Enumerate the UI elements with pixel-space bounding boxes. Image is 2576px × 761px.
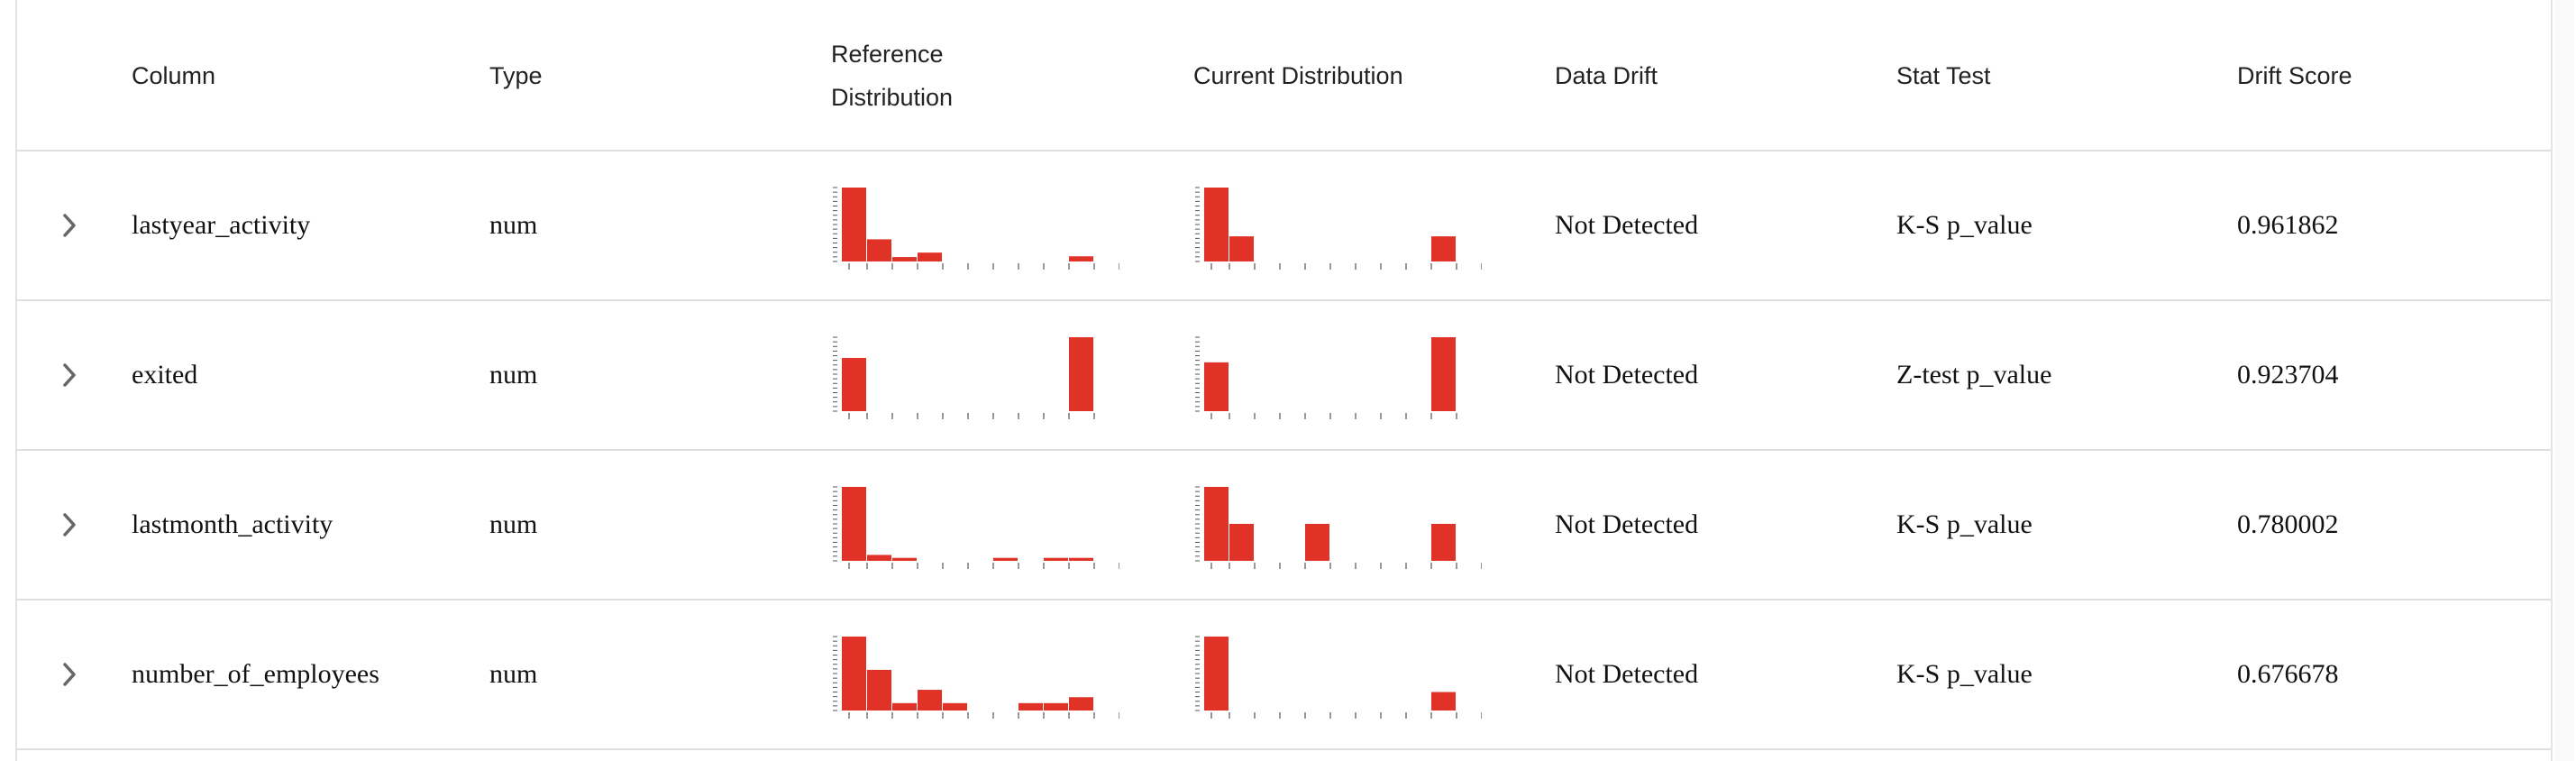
histogram-bar (943, 702, 967, 711)
histogram-bar (918, 690, 942, 711)
column-name: lastmonth_activity (132, 509, 333, 539)
drift-score-value: 0.923704 (2237, 360, 2339, 390)
current-distribution-histogram (1195, 486, 1482, 569)
histogram-bar (1204, 637, 1229, 711)
current-distribution-histogram (1195, 187, 1482, 270)
histogram-bar (1069, 557, 1093, 561)
header-stat-test[interactable]: Stat Test (1896, 62, 1991, 89)
table-row[interactable]: number_of_employees num Not Detected K-S… (17, 601, 2551, 750)
histogram-bar (842, 487, 866, 561)
current-distribution-histogram (1195, 336, 1457, 419)
histogram-bar (1204, 188, 1229, 261)
reference-distribution-histogram (833, 336, 1095, 419)
histogram-bar (993, 557, 1018, 561)
histogram-bar (1069, 337, 1093, 411)
histogram-bar (1019, 702, 1043, 711)
histogram-bar (1044, 702, 1068, 711)
header-reference-line2[interactable]: Distribution (831, 84, 954, 111)
chevron-right-icon[interactable] (48, 353, 91, 397)
column-type: num (489, 210, 538, 240)
histogram-bar (892, 257, 917, 261)
reference-distribution-histogram (833, 486, 1119, 569)
table-row[interactable]: exited num Not Detected Z-test p_value 0… (17, 301, 2551, 451)
column-type: num (489, 360, 538, 390)
histogram-bar (867, 555, 891, 561)
histogram-bar (918, 252, 942, 261)
reference-distribution-histogram (833, 187, 1119, 270)
header-current-distribution[interactable]: Current Distribution (1193, 62, 1403, 89)
histogram-bar (1229, 236, 1254, 261)
histogram-bar (1069, 697, 1093, 711)
histogram-bar (1431, 236, 1456, 261)
header-column[interactable]: Column (132, 62, 216, 89)
column-name: exited (132, 360, 198, 390)
reference-distribution-histogram (833, 636, 1119, 719)
column-type: num (489, 659, 538, 689)
histogram-bar (1069, 256, 1093, 261)
drift-score-value: 0.961862 (2237, 210, 2339, 240)
drift-score-value: 0.780002 (2237, 509, 2339, 539)
histogram-bar (1229, 524, 1254, 561)
stat-test-value: K-S p_value (1896, 659, 2032, 689)
table-row[interactable]: lastyear_activity num Not Detected K-S p… (17, 151, 2551, 301)
histogram-bar (867, 239, 891, 261)
stat-test-value: K-S p_value (1896, 509, 2032, 539)
chevron-right-icon[interactable] (48, 653, 91, 696)
column-type: num (489, 509, 538, 539)
data-drift-value: Not Detected (1555, 509, 1699, 539)
chevron-right-icon[interactable] (48, 503, 91, 546)
chevron-right-icon[interactable] (48, 204, 91, 247)
histogram-bar (867, 669, 891, 711)
drift-score-value: 0.676678 (2237, 659, 2339, 689)
scrollbar[interactable] (2554, 0, 2574, 761)
histogram-bar (842, 637, 866, 711)
histogram-bar (1305, 524, 1329, 561)
histogram-bar (842, 357, 866, 411)
current-distribution-histogram (1195, 636, 1482, 719)
data-drift-table: Column Type Reference Distribution Curre… (15, 0, 2553, 761)
histogram-bar (892, 702, 917, 711)
histogram-bar (842, 188, 866, 261)
column-name: lastyear_activity (132, 210, 311, 240)
header-reference-line1[interactable]: Reference (831, 41, 944, 68)
table-row[interactable]: lastmonth_activity num Not Detected K-S … (17, 451, 2551, 601)
header-data-drift[interactable]: Data Drift (1555, 62, 1658, 89)
table-header: Column Type Reference Distribution Curre… (17, 0, 2551, 151)
data-drift-value: Not Detected (1555, 210, 1699, 240)
stat-test-value: Z-test p_value (1896, 360, 2052, 390)
histogram-bar (1431, 337, 1456, 411)
data-drift-value: Not Detected (1555, 659, 1699, 689)
stat-test-value: K-S p_value (1896, 210, 2032, 240)
histogram-bar (1431, 692, 1456, 711)
histogram-bar (1431, 524, 1456, 561)
histogram-bar (892, 557, 917, 561)
histogram-bar (1044, 557, 1068, 561)
column-name: number_of_employees (132, 659, 379, 689)
histogram-bar (1204, 487, 1229, 561)
header-type[interactable]: Type (489, 62, 543, 89)
histogram-bar (1204, 362, 1229, 411)
data-drift-value: Not Detected (1555, 360, 1699, 390)
header-drift-score[interactable]: Drift Score (2237, 62, 2352, 89)
